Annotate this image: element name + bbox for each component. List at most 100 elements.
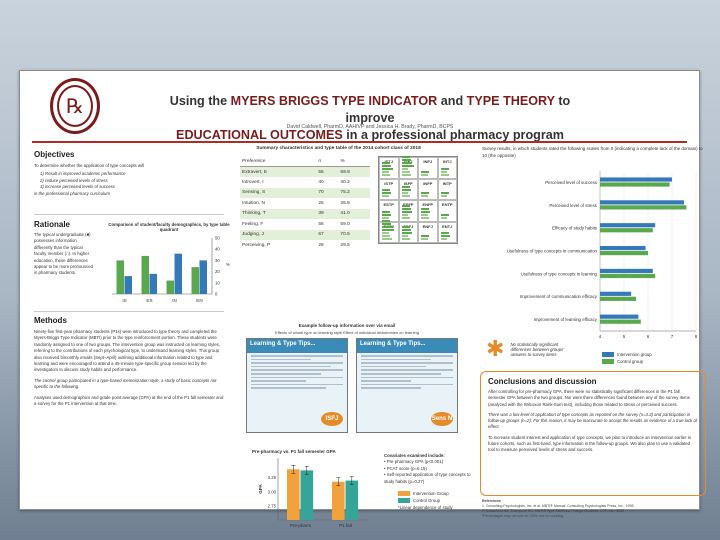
- bar: [600, 296, 636, 301]
- type-cell-istj: ISTJ: [379, 157, 399, 179]
- table-cell: Sensing, S: [242, 190, 266, 196]
- bar: [191, 267, 199, 294]
- text-line-placeholder: [361, 369, 453, 371]
- conclusion-paragraph: To increase student interest and applica…: [488, 434, 692, 453]
- methods-heading: Methods: [34, 316, 67, 325]
- type-cell-entp: ENTP: [437, 200, 457, 222]
- type-bar-intervention: [401, 161, 413, 164]
- bar: [600, 205, 687, 210]
- x-tick-label: 8: [695, 334, 698, 339]
- chart-title: Comparison of student/faculty demographi…: [108, 222, 230, 232]
- type-cell-intp: INTP: [437, 178, 457, 200]
- type-tag: Sens N: [431, 412, 453, 426]
- table-row: Introvert, I 40 40.2: [240, 177, 370, 188]
- type-bar-intervention: [401, 186, 410, 188]
- type-bar-intervention: [440, 235, 450, 237]
- type-bar-intervention: [382, 210, 391, 213]
- table-row: Sensing, S 70 75.2: [240, 187, 370, 198]
- type-bars: [421, 235, 435, 240]
- type-bar-control: [421, 173, 428, 176]
- bar: [166, 280, 174, 294]
- x-tick-label: 4: [599, 334, 602, 339]
- table-header: n: [316, 156, 339, 167]
- gpa-chart: Pre-pharmacy vs. P1 fall semester GPA 2.…: [252, 449, 373, 534]
- type-bar-intervention: [401, 189, 411, 191]
- table-row: Judging, J 67 70.5: [240, 229, 370, 240]
- table-cell: 41.0: [340, 211, 350, 217]
- type-bar-intervention: [382, 167, 393, 170]
- covariates-list: • Pre-pharmacy GPA (p<0.001) • PCAT scor…: [384, 459, 476, 485]
- table-row: Perceiving, P 28 29.5: [240, 240, 370, 251]
- type-cell-istp: ISTP: [379, 178, 399, 200]
- bar: [600, 291, 632, 296]
- title-text: and: [437, 94, 467, 108]
- table-cell: 59.0: [340, 221, 350, 227]
- objectives-heading: Objectives: [34, 150, 75, 159]
- title-text: to improve: [345, 94, 571, 125]
- legend-item: Control Group: [398, 498, 468, 503]
- type-bar-intervention: [401, 210, 413, 213]
- legend-footnote: *Linear dependence of study: [398, 505, 453, 510]
- category-label: Efficacy of study habits: [552, 226, 598, 231]
- handout-sensing-intuition: Learning & Type Tips... Sens N: [356, 338, 458, 433]
- category-label: Perceived level of stress: [549, 203, 597, 208]
- text-line-placeholder: [251, 387, 326, 389]
- table-cell: 28: [318, 242, 324, 248]
- examples-subtitle: Effects of whole type on learning style …: [275, 330, 419, 335]
- objectives-list: 1) Result in improved academic performan…: [34, 171, 226, 190]
- text-line-placeholder: [251, 372, 321, 375]
- list-item: • Pre-pharmacy GPA (p<0.001): [384, 459, 444, 465]
- demographics-chart: Comparison of student/faculty demographi…: [104, 222, 234, 312]
- y-tick-label: 3.00: [268, 489, 277, 494]
- table-cell: 56: [318, 221, 324, 227]
- legend-label: Intervention Group: [413, 491, 449, 496]
- x-tick-label: IN: [172, 298, 177, 303]
- type-label: ENFJ: [422, 223, 433, 229]
- table-cell: 70: [318, 190, 324, 196]
- objectives-section: Objectives To determine whether the appl…: [34, 150, 226, 197]
- table-cell: Perceiving, P: [242, 242, 271, 248]
- objectives-intro: To determine whether the application of …: [34, 163, 144, 168]
- type-table-grid: ISTJISFJ INFJ INTJ ISTP ISFP INFP INTP ESTP ESFP…: [378, 155, 458, 244]
- bar: [332, 481, 345, 520]
- table-row: Intuition, N 25 26.5: [240, 198, 370, 209]
- type-bar-intervention: [401, 232, 413, 234]
- section-divider: [34, 311, 224, 312]
- methods-paragraph: Ninety-five first-year pharmacy students…: [34, 329, 220, 373]
- x-tick-label: IS: [122, 298, 126, 303]
- type-bar-intervention: [382, 213, 392, 216]
- type-label: INFP: [423, 180, 433, 186]
- text-line-placeholder: [361, 355, 453, 357]
- type-bar-control: [401, 173, 412, 176]
- type-bars: [401, 226, 416, 240]
- text-line-placeholder: [361, 372, 441, 375]
- references-heading: References: [482, 499, 501, 503]
- text-line-placeholder: [361, 380, 411, 382]
- table-row: Extravert, E 55 59.8: [240, 166, 370, 177]
- bar: [149, 273, 157, 294]
- type-bars: [421, 192, 435, 197]
- text-line-placeholder: [361, 383, 453, 386]
- list-item: 2) reduce perceived levels of stress: [40, 177, 108, 183]
- type-bars: [421, 170, 435, 176]
- type-cell-infp: INFP: [418, 178, 438, 200]
- type-bar-intervention: [382, 226, 393, 228]
- type-cell-esfj: ESFJ: [398, 221, 418, 243]
- pharmacy-seal-logo: ℞: [50, 78, 100, 134]
- type-bar-intervention: [421, 207, 430, 210]
- x-tick-label: EN: [196, 298, 202, 303]
- type-bar-control: [401, 167, 409, 170]
- type-bar-intervention: [382, 229, 395, 231]
- type-cell-infj: INFJ: [418, 157, 438, 179]
- type-label: ENFP: [422, 202, 434, 207]
- type-bars: [382, 189, 396, 197]
- table-cell: 67: [318, 232, 324, 238]
- table-header-row: Preference n %: [240, 156, 370, 167]
- table-row: Thinking, T 39 41.0: [240, 208, 370, 219]
- handout-heading: Learning & Type Tips...: [357, 339, 457, 353]
- type-bar-intervention: [401, 229, 411, 231]
- table-cell: 40: [318, 179, 324, 185]
- bar: [600, 268, 653, 274]
- chart-title: Pre-pharmacy vs. P1 fall semester GPA: [252, 449, 336, 454]
- type-bar-intervention: [401, 204, 410, 207]
